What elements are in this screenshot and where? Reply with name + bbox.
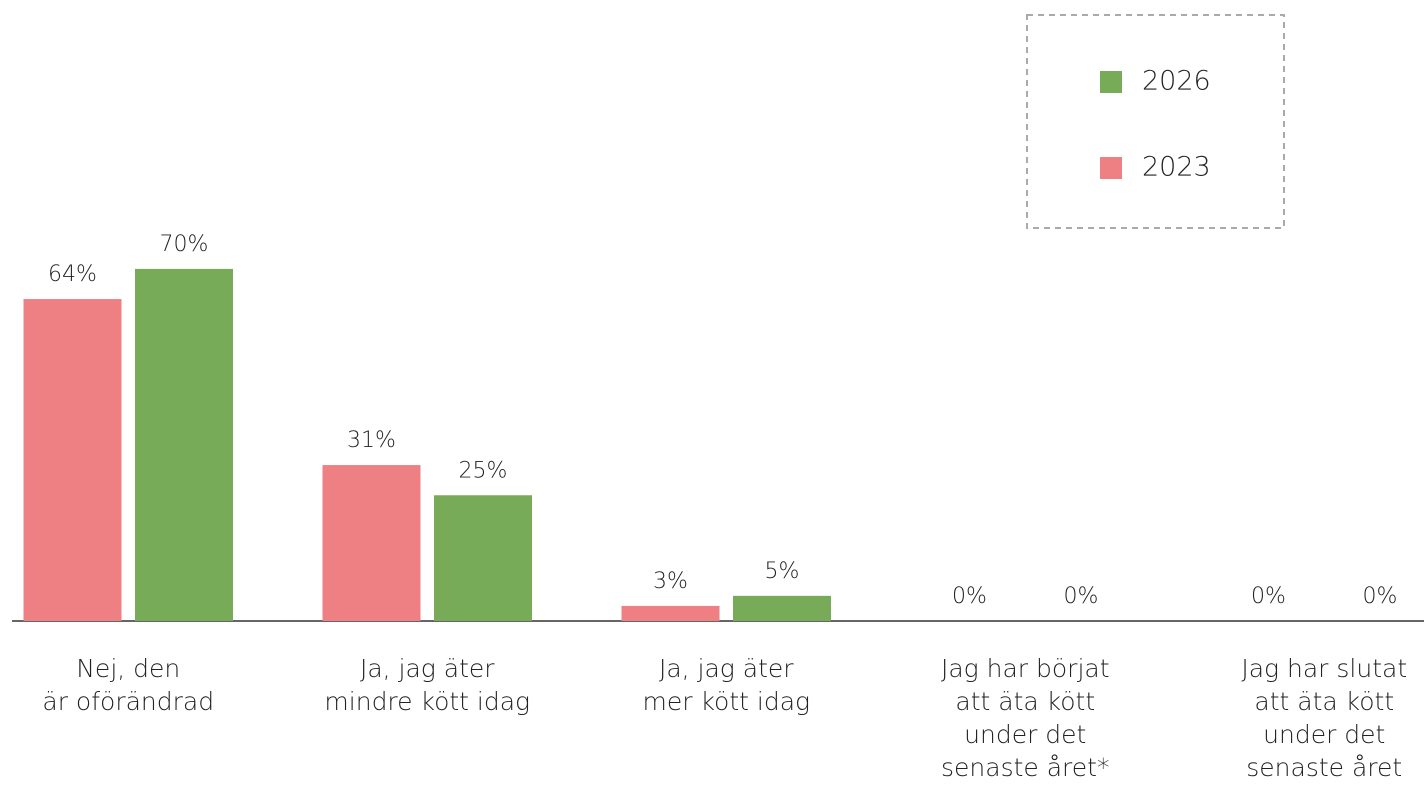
bar xyxy=(23,299,122,621)
bar xyxy=(434,495,532,621)
value-label: 25% xyxy=(459,458,508,483)
legend-label: 2026 xyxy=(1142,66,1211,97)
legend-swatch xyxy=(1100,71,1122,93)
bar xyxy=(135,268,233,621)
x-tick-label: Nej, den är oförändrad xyxy=(42,654,215,716)
bar xyxy=(733,595,831,621)
value-label: 0% xyxy=(952,584,987,609)
value-label: 0% xyxy=(1251,584,1286,609)
value-label: 0% xyxy=(1064,584,1099,609)
value-label: 3% xyxy=(653,569,688,594)
legend-label: 2023 xyxy=(1142,152,1211,183)
bar xyxy=(322,465,421,621)
legend-box xyxy=(1026,14,1285,229)
legend-swatch xyxy=(1100,157,1122,179)
x-tick-label: Jag har börjat att äta kött under det se… xyxy=(940,654,1110,782)
value-label: 64% xyxy=(48,262,97,287)
value-label: 70% xyxy=(160,232,209,257)
x-tick-label: Ja, jag äter mer kött idag xyxy=(642,654,811,716)
value-label: 31% xyxy=(347,428,396,453)
bar xyxy=(621,605,720,621)
x-tick-label: Jag har slutat att äta kött under det se… xyxy=(1241,654,1408,782)
value-label: 5% xyxy=(765,559,800,584)
x-tick-label: Ja, jag äter mindre kött idag xyxy=(324,654,531,716)
value-label: 0% xyxy=(1363,584,1398,609)
